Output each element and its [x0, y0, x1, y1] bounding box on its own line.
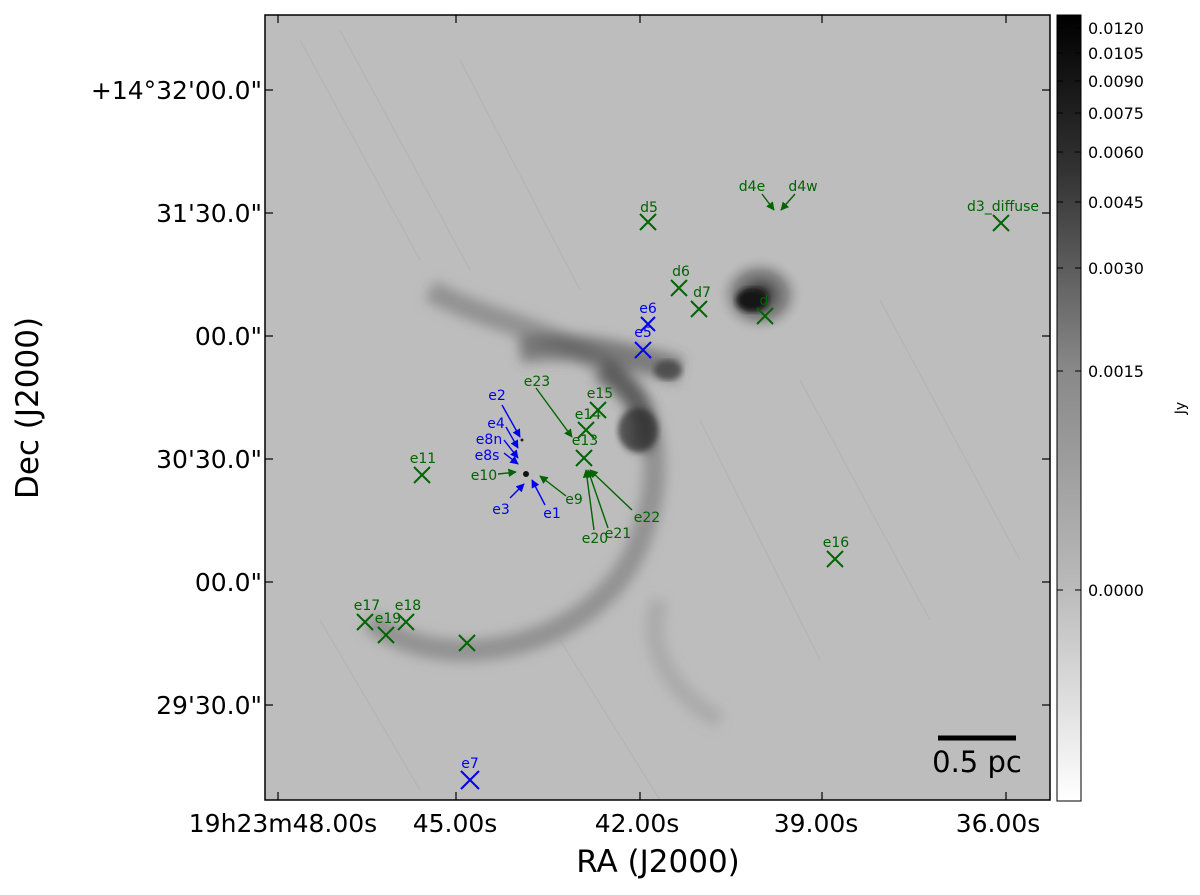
label-e13: e14 [575, 407, 602, 423]
marker-d7 [690, 300, 708, 318]
colorbar [1056, 14, 1082, 802]
label-e11: e11 [410, 451, 436, 467]
colorbar-tick-label: 0.0105 [1088, 44, 1144, 63]
green-labels: d4e d4w d5 d3_diffuse d6 d7 d e23 e15 e1… [354, 179, 1039, 627]
label-e22: e22 [634, 510, 660, 526]
y-tick-label: +14°32'00.0" [91, 76, 262, 105]
label-d: d [760, 293, 769, 309]
label-e16: e17 [354, 598, 380, 614]
marker-e18 [377, 626, 395, 644]
marker-e13 [577, 421, 595, 439]
label-d6: d6 [672, 264, 690, 280]
label-e17: e18 [395, 598, 421, 614]
marker-d5 [639, 213, 657, 231]
x-tick-label: 42.00s [595, 809, 680, 838]
colorbar-tick-label: 0.0120 [1088, 19, 1144, 38]
colorbar-tick-label: 0.0000 [1088, 581, 1144, 600]
image-panel [265, 15, 1050, 800]
label-e3: e3 [492, 502, 510, 518]
blue-arrows [501, 404, 546, 506]
label-e23: e23 [524, 374, 550, 390]
marker-e11 [413, 466, 431, 484]
colorbar-ticks [1057, 27, 1081, 591]
colorbar-tick-label: 0.0015 [1088, 362, 1144, 381]
label-e6: e6 [639, 301, 657, 317]
marker-e6 [640, 316, 656, 332]
label-d4e: d4e [739, 179, 765, 195]
label-d3-diffuse: d3_diffuse [967, 199, 1039, 215]
label-d5: d5 [640, 200, 658, 216]
marker-e7 [460, 770, 480, 790]
label-e1: e1 [543, 506, 561, 522]
colorbar-unit-label: Jy [1173, 402, 1189, 415]
image-frame [264, 14, 1051, 801]
x-axis-title: RA (J2000) [576, 844, 740, 880]
label-e20: e20 [582, 531, 608, 547]
y-tick-label: 29'30.0" [156, 691, 262, 720]
blue-markers [460, 316, 656, 790]
y-tick-label: 00.0" [195, 568, 262, 597]
green-markers [356, 213, 1010, 652]
label-e2: e2 [488, 388, 506, 404]
label-e14: e15 [587, 386, 613, 402]
blue-labels: e6 e5 e2 e4 e8n e8s e3 e1 e7 [461, 301, 657, 772]
scale-bar-label: 0.5 pc [932, 745, 1022, 779]
y-axis-title: Dec (J2000) [10, 317, 46, 499]
label-e10: e10 [471, 468, 497, 484]
label-e12: e13 [572, 433, 598, 449]
y-tick-label: 00.0" [195, 322, 262, 351]
marker-e17 [397, 613, 415, 631]
marker-e5 [634, 341, 652, 359]
label-e4: e4 [487, 416, 505, 432]
marker-e15 [826, 550, 844, 568]
x-tick-label: 36.00s [956, 809, 1041, 838]
green-arrows [497, 193, 796, 531]
label-e18: e19 [375, 611, 401, 627]
x-tick-label: 19h23m48.00s [189, 809, 377, 838]
label-e9: e9 [565, 492, 583, 508]
marker-d [756, 307, 774, 325]
colorbar-tick-label: 0.0045 [1088, 193, 1144, 212]
label-e5: e5 [634, 325, 652, 341]
label-d4w: d4w [788, 179, 817, 195]
label-e8s: e8s [475, 448, 500, 464]
label-e21: e21 [605, 526, 631, 542]
x-tick-label: 45.00s [413, 809, 498, 838]
marker-e16 [356, 613, 374, 631]
x-tick-label: 39.00s [774, 809, 859, 838]
label-e15: e16 [823, 535, 850, 551]
marker-d6 [670, 279, 688, 297]
colorbar-tick-label: 0.0075 [1088, 104, 1144, 123]
axis-ticks [265, 15, 1050, 800]
colorbar-tick-label: 0.0090 [1088, 72, 1144, 91]
marker-d3-diffuse [992, 214, 1010, 232]
label-d7: d7 [693, 285, 711, 301]
y-tick-label: 30'30.0" [156, 445, 262, 474]
colorbar-tick-labels: 0.0120 0.0105 0.0090 0.0075 0.0060 0.004… [1088, 19, 1144, 600]
marker-e14 [589, 401, 607, 419]
y-tick-label: 31'30.0" [156, 199, 262, 228]
label-e7: e7 [461, 756, 479, 772]
colorbar-tick-label: 0.0060 [1088, 143, 1144, 162]
marker-e12 [575, 449, 593, 467]
marker-e19 [458, 634, 476, 652]
colorbar-tick-label: 0.0030 [1088, 259, 1144, 278]
label-e8n: e8n [476, 432, 502, 448]
